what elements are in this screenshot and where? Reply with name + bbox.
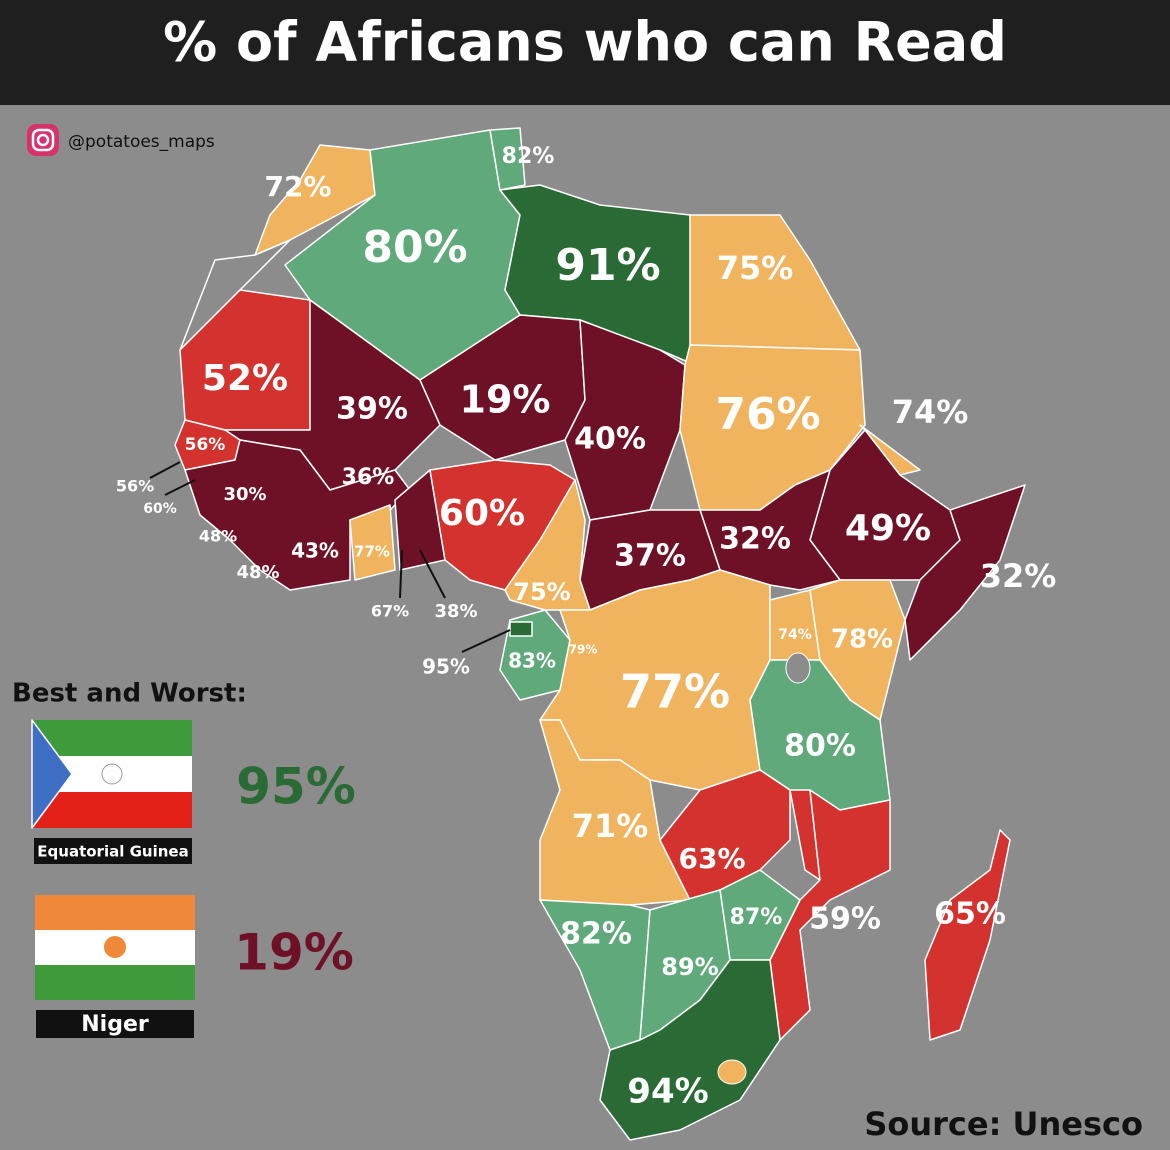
legend-title: Best and Worst:: [12, 679, 247, 709]
map-label: 60%: [439, 493, 525, 534]
leader-line: [164, 479, 196, 496]
map-label: 32%: [980, 557, 1057, 595]
map-labels: 72% 82% 80% 91% 75% 52% 39% 19% 40% 76% …: [116, 144, 1056, 1112]
map-label: 36%: [342, 465, 395, 490]
africa-map: [149, 127, 1026, 1141]
map-label: 19%: [460, 378, 551, 422]
header-bar: [0, 0, 1170, 105]
equatorial-guinea: [509, 621, 533, 637]
map-label: 83%: [508, 649, 556, 673]
map-label: 60%: [143, 501, 177, 517]
flag-stripe: [35, 965, 195, 1000]
map-label: 72%: [264, 170, 331, 203]
map-label: 74%: [778, 627, 812, 643]
map-label: 52%: [202, 358, 288, 399]
leader-line: [461, 629, 511, 653]
worst-country: Niger: [81, 1012, 149, 1037]
map-label: 94%: [627, 1072, 708, 1112]
map-label: 48%: [236, 562, 279, 583]
map-label: 75%: [513, 578, 570, 606]
flag-stripe: [32, 720, 192, 756]
flag-sun: [104, 936, 126, 958]
flag-stripe: [35, 895, 195, 930]
title: % of Africans who can Read: [163, 11, 1007, 74]
map-label: 38%: [434, 601, 477, 622]
worst-value: 19%: [234, 924, 354, 982]
ghana: [349, 504, 396, 581]
map-label: 30%: [223, 484, 266, 505]
map-label: 80%: [784, 729, 856, 764]
legend: Best and Worst: Equatorial Guinea 95% Ni…: [12, 679, 356, 1038]
leader-line: [399, 549, 403, 599]
map-label: 71%: [572, 807, 649, 845]
map-label: 40%: [574, 422, 646, 457]
map-label: 39%: [336, 392, 408, 427]
instagram-icon-lens: [36, 133, 50, 147]
country-box: [36, 1010, 194, 1038]
flag-equatorial-guinea: [31, 719, 192, 829]
map-label: 77%: [620, 665, 730, 719]
map-label: 48%: [199, 527, 237, 546]
map-label: 49%: [845, 508, 931, 549]
map-label: 59%: [809, 902, 881, 937]
leader-line: [419, 549, 446, 599]
egypt: [689, 214, 861, 351]
flag-triangle: [31, 719, 73, 829]
somalia: [904, 484, 1026, 661]
map-label: 56%: [185, 435, 226, 455]
leader-lines: [149, 461, 511, 653]
credit: @potatoes_maps: [27, 124, 215, 156]
mozambique: [769, 789, 891, 1041]
map-label: 63%: [678, 842, 745, 875]
flag-stripe: [32, 792, 192, 828]
map-label: 91%: [555, 240, 660, 291]
map-label: 76%: [715, 389, 820, 440]
map-label: 82%: [502, 144, 555, 169]
map-label: 82%: [560, 917, 632, 952]
madagascar: [924, 829, 1011, 1041]
map-label: 74%: [892, 393, 969, 431]
source: Source: Unesco: [864, 1105, 1143, 1143]
south-africa: [599, 959, 781, 1141]
map-label: 37%: [614, 539, 686, 574]
lesotho: [717, 1059, 747, 1085]
country-box: [34, 838, 192, 864]
map-label: 32%: [719, 522, 791, 557]
map-label: 75%: [717, 249, 794, 287]
map-label: 79%: [569, 643, 598, 657]
best-value: 95%: [236, 758, 356, 816]
tunisia: [489, 127, 526, 191]
map-label: 77%: [354, 543, 390, 561]
map-label: 56%: [116, 477, 154, 496]
lake-victoria: [785, 652, 811, 684]
best-country: Equatorial Guinea: [37, 843, 188, 861]
map-label: 95%: [422, 655, 470, 679]
map-label: 67%: [371, 602, 409, 621]
leader-line: [149, 461, 181, 479]
map-label: 78%: [831, 625, 893, 655]
flag-emblem: [101, 763, 123, 785]
map-label: 43%: [291, 539, 339, 563]
instagram-icon-frame: [31, 128, 55, 152]
map-label: 89%: [661, 953, 718, 981]
flag-niger: [35, 895, 195, 1000]
map-label: 80%: [362, 222, 467, 273]
map-label: 87%: [730, 905, 783, 930]
map-label: 65%: [934, 897, 1006, 932]
credit-text: @potatoes_maps: [68, 132, 215, 152]
